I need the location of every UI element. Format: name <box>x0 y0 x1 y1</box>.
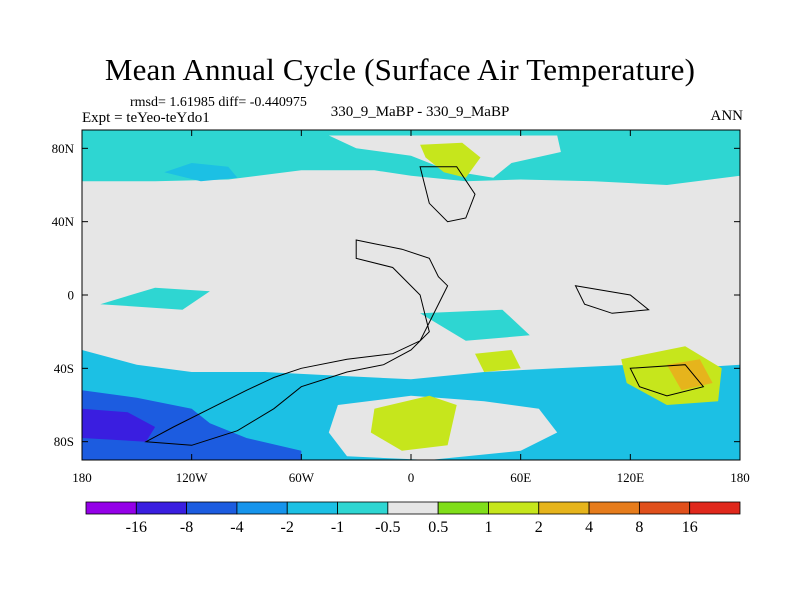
colorbar-swatch <box>387 501 439 515</box>
stats-line: rmsd= 1.61985 diff= -0.440975 <box>130 95 307 110</box>
colorbar-label: 1 <box>485 519 493 536</box>
coastline-north-continent-outline <box>419 166 476 223</box>
colorbar-swatch <box>236 501 288 515</box>
x-tick-label: 0 <box>408 470 415 485</box>
region-north-band <box>82 130 740 185</box>
map-contour-fills <box>82 130 740 460</box>
colorbar-swatch <box>488 501 540 515</box>
colorbar-swatch <box>186 501 238 515</box>
coastline-east-island-outline <box>574 285 650 314</box>
colorbar-swatch <box>286 501 338 515</box>
chart-title: Mean Annual Cycle (Surface Air Temperatu… <box>104 52 696 87</box>
x-tick-label: 60W <box>289 470 315 485</box>
colorbar-label: -4 <box>230 519 243 536</box>
colorbar-swatch <box>588 501 640 515</box>
colorbar-swatch <box>538 501 590 515</box>
y-tick-label: 40N <box>52 214 75 229</box>
region-north-blue-patch <box>164 163 238 182</box>
coastline-southeast-outline <box>629 364 705 397</box>
colorbar-swatch <box>638 501 691 515</box>
colorbar-label: 8 <box>635 519 643 536</box>
colorbar-swatch <box>135 501 188 515</box>
map-coastlines <box>144 166 705 446</box>
colorbar-label: -8 <box>180 519 193 536</box>
colorbar-label: -2 <box>281 519 294 536</box>
y-tick-label: 0 <box>68 288 75 303</box>
region-mid-green-africa <box>475 350 521 372</box>
region-south-dark <box>82 390 302 460</box>
region-south-darkest <box>82 408 156 442</box>
region-north-green-greenland <box>420 142 481 178</box>
colorbar-label: 16 <box>682 519 698 536</box>
x-tick-label: 60E <box>510 470 531 485</box>
x-tick-label: 180 <box>730 470 750 485</box>
colorbar-label: 2 <box>535 519 543 536</box>
colorbar-swatch <box>437 501 489 515</box>
experiment-label: Expt = teYeo-teYdo1 <box>82 110 210 126</box>
season-label: ANN <box>710 108 744 124</box>
colorbar-label: -0.5 <box>375 519 400 536</box>
colorbar-swatch <box>85 501 137 515</box>
x-tick-label: 120W <box>176 470 209 485</box>
colorbar-label: 4 <box>585 519 593 536</box>
colorbar-label: 0.5 <box>428 519 448 536</box>
colorbar-swatch <box>337 501 389 515</box>
axis-ticks: 180 120W 60W 0 60E 120E 180 80N 40N 0 40S 80S <box>52 130 750 485</box>
region-south-green <box>370 395 457 451</box>
coastline-main-continent-outline <box>144 239 449 446</box>
colorbar-label: -1 <box>331 519 344 536</box>
region-tropical-cyan-west <box>100 287 210 310</box>
y-tick-label: 40S <box>54 361 74 376</box>
region-south-east-orange <box>666 359 713 391</box>
y-tick-label: 80S <box>54 434 74 449</box>
colorbar-swatch <box>689 501 741 515</box>
y-tick-label: 80N <box>52 141 75 156</box>
region-tropical-cyan-east <box>420 309 530 341</box>
case-label: 330_9_MaBP - 330_9_MaBP <box>330 104 510 120</box>
colorbar-label: -16 <box>126 519 147 536</box>
x-tick-label: 120E <box>617 470 645 485</box>
colorbar: -16 -8 -4 -2 -1 -0.5 0.5 1 2 4 8 16 <box>85 501 741 536</box>
x-tick-label: 180 <box>72 470 92 485</box>
